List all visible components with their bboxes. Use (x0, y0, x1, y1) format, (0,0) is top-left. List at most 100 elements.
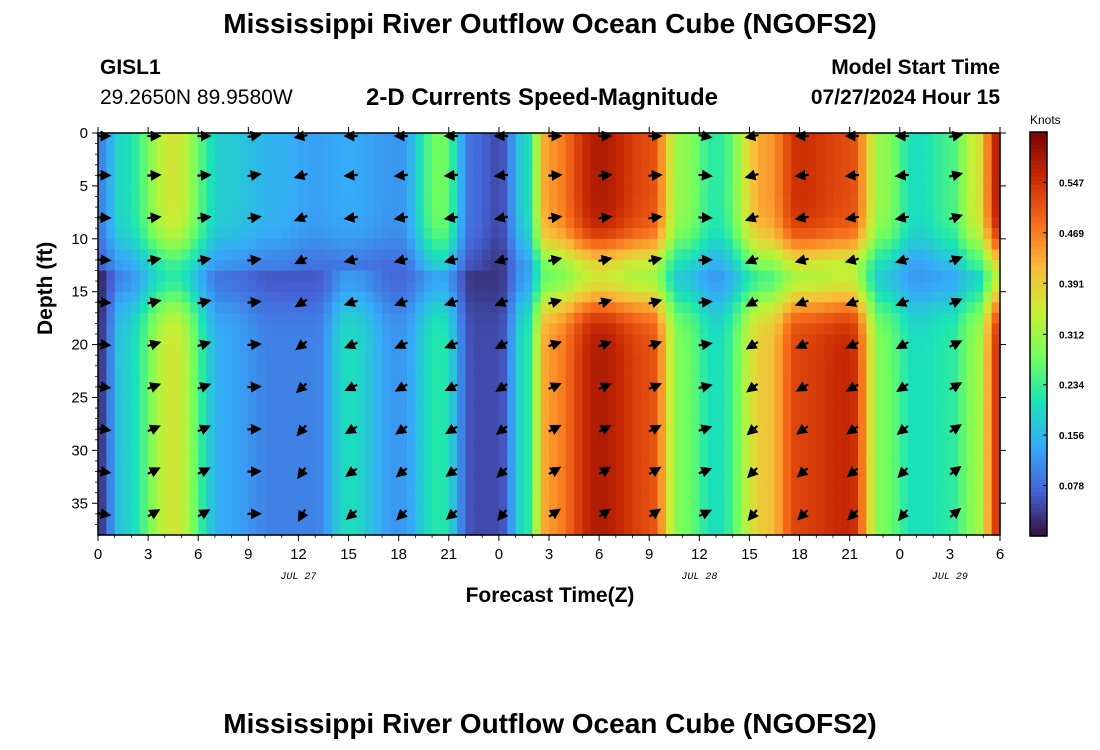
heatmap-cell (106, 450, 116, 462)
heatmap-cell (173, 281, 183, 293)
heatmap-cell (582, 513, 592, 526)
heatmap-cell (348, 450, 358, 462)
colorbar-segment (1030, 475, 1047, 481)
heatmap-cell (807, 249, 817, 261)
heatmap-cell (323, 133, 333, 145)
heatmap-cell (632, 503, 642, 515)
heatmap-cell (423, 207, 433, 219)
heatmap-cell (123, 418, 133, 430)
heatmap-cell (632, 450, 642, 462)
heatmap-cell (891, 143, 901, 155)
heatmap-cell (223, 133, 233, 145)
heatmap-cell (858, 259, 867, 272)
heatmap-cell (816, 450, 826, 462)
heatmap-cell (281, 408, 291, 420)
heatmap-cell (256, 471, 266, 483)
heatmap-cell (774, 217, 784, 229)
heatmap-cell (916, 217, 926, 229)
heatmap-cell (231, 503, 241, 515)
heatmap-cell (148, 513, 158, 526)
heatmap-cell (281, 154, 291, 166)
heatmap-cell (290, 524, 300, 536)
heatmap-cell (941, 207, 951, 219)
heatmap-cell (590, 291, 600, 303)
heatmap-cell (348, 238, 358, 250)
heatmap-cell (866, 143, 876, 155)
heatmap-cell (807, 355, 817, 367)
heatmap-cell (632, 344, 642, 356)
heatmap-cell (106, 291, 116, 303)
heatmap-cell (899, 482, 909, 494)
heatmap-cell (565, 439, 575, 451)
heatmap-cell (198, 143, 208, 155)
heatmap-cell (874, 439, 884, 451)
heatmap-cell (674, 344, 684, 356)
current-vector-arrow (795, 338, 809, 349)
heatmap-cell (365, 217, 375, 229)
heatmap-cell (331, 281, 341, 293)
heatmap-cell (340, 175, 350, 187)
heatmap-cell (323, 175, 333, 187)
heatmap-cell (774, 259, 784, 272)
heatmap-cell (807, 207, 817, 219)
heatmap-cell (356, 196, 366, 208)
heatmap-cell (732, 376, 742, 388)
heatmap-cell (440, 344, 450, 356)
heatmap-cell (807, 397, 817, 409)
heatmap-cell (732, 133, 742, 145)
heatmap-cell (532, 334, 542, 346)
heatmap-cell (164, 196, 174, 208)
heatmap-cell (256, 503, 266, 515)
heatmap-cell (724, 133, 734, 145)
heatmap-cell (866, 249, 876, 261)
heatmap-cell (457, 164, 467, 176)
heatmap-cell (106, 196, 116, 208)
heatmap-cell (941, 323, 951, 335)
heatmap-cell (574, 355, 584, 367)
heatmap-cell (290, 397, 300, 409)
heatmap-cell (532, 133, 542, 145)
heatmap-cell (290, 312, 300, 325)
heatmap-cell (473, 207, 483, 219)
heatmap-cell (223, 492, 233, 504)
heatmap-cell (265, 196, 274, 208)
heatmap-cell (699, 154, 709, 166)
heatmap-cell (574, 185, 584, 198)
heatmap-cell (557, 460, 567, 473)
heatmap-cell (239, 334, 249, 346)
heatmap-cell (231, 524, 241, 536)
heatmap-cell (432, 513, 442, 526)
heatmap-cell (991, 460, 1001, 473)
heatmap-cell (423, 418, 433, 430)
heatmap-cell (908, 281, 918, 293)
heatmap-cell (665, 355, 675, 367)
heatmap-cell (315, 249, 325, 261)
heatmap-cell (991, 175, 1001, 187)
heatmap-cell (248, 471, 258, 483)
colorbar-segment (1030, 370, 1047, 375)
heatmap-cell (665, 344, 675, 356)
heatmap-cell (707, 270, 717, 282)
heatmap-cell (231, 418, 241, 430)
colorbar-segment (1030, 249, 1047, 254)
heatmap-cell (799, 450, 809, 462)
heatmap-cell (114, 355, 124, 367)
heatmap-cell (665, 513, 675, 526)
heatmap-cell (181, 228, 191, 240)
heatmap-cell (540, 302, 550, 314)
heatmap-cell (306, 418, 316, 430)
heatmap-cell (348, 355, 358, 367)
heatmap-cell (407, 365, 416, 377)
heatmap-cell (966, 492, 976, 504)
heatmap-cell (256, 270, 266, 282)
heatmap-cell (749, 492, 759, 504)
heatmap-cell (682, 270, 692, 282)
heatmap-cell (148, 355, 158, 367)
heatmap-cell (891, 154, 901, 166)
heatmap-cell (432, 355, 442, 367)
heatmap-cell (256, 175, 266, 187)
heatmap-cell (590, 386, 600, 399)
heatmap-cell (674, 196, 684, 208)
heatmap-cell (557, 439, 567, 451)
